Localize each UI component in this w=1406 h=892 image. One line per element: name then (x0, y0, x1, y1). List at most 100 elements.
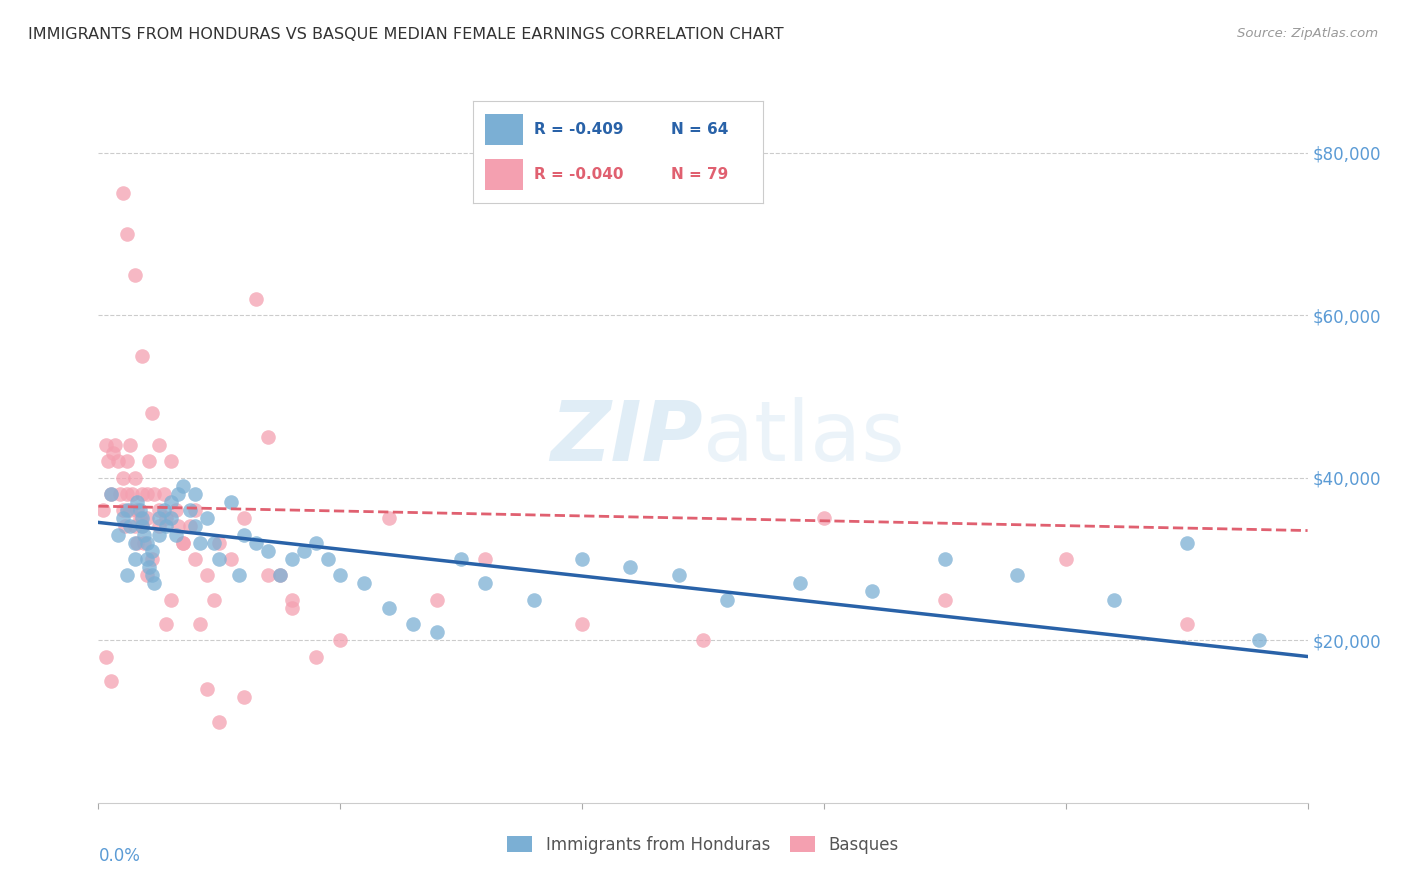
Point (107, 527, 129, 541)
Point (221, 552, 243, 566)
Point (124, 552, 146, 566)
Point (114, 519, 136, 533)
Point (143, 487, 166, 501)
Text: ZIP: ZIP (550, 397, 703, 477)
Point (160, 511, 183, 525)
Point (160, 592, 183, 607)
Legend: Immigrants from Honduras, Basques: Immigrants from Honduras, Basques (501, 829, 905, 860)
Point (1249, 633, 1271, 648)
Point (184, 503, 207, 517)
Point (195, 511, 218, 525)
Point (138, 560, 160, 574)
Point (100, 487, 122, 501)
Point (172, 479, 194, 493)
Point (256, 568, 278, 582)
Point (184, 487, 207, 501)
Point (135, 568, 157, 582)
Point (256, 544, 278, 558)
Point (172, 535, 194, 549)
Point (118, 438, 141, 452)
Point (377, 600, 399, 615)
Point (860, 584, 883, 599)
Point (292, 544, 315, 558)
Point (100, 673, 122, 688)
Point (117, 227, 139, 241)
Point (143, 576, 166, 591)
Point (131, 519, 153, 533)
Point (474, 552, 496, 566)
Point (269, 568, 291, 582)
Point (571, 617, 593, 632)
Point (148, 527, 170, 541)
Point (934, 552, 956, 566)
Point (107, 454, 129, 468)
Point (118, 519, 141, 533)
Point (117, 568, 139, 582)
Point (184, 552, 207, 566)
Point (135, 535, 157, 549)
Point (104, 438, 127, 452)
Point (269, 568, 291, 582)
Point (111, 471, 134, 485)
Point (155, 617, 177, 632)
Point (155, 511, 177, 525)
Point (1054, 552, 1077, 566)
Point (131, 519, 153, 533)
Point (813, 511, 835, 525)
Point (1175, 535, 1198, 549)
Point (165, 503, 187, 517)
Point (155, 519, 177, 533)
Point (474, 576, 496, 591)
Point (148, 438, 170, 452)
Point (117, 487, 139, 501)
Point (167, 487, 190, 501)
Point (789, 576, 811, 591)
Point (152, 487, 174, 501)
Text: atlas: atlas (703, 397, 904, 477)
Point (195, 568, 218, 582)
Point (111, 503, 134, 517)
Point (97, 454, 120, 468)
Point (1175, 617, 1198, 632)
Point (692, 633, 714, 648)
Point (118, 503, 141, 517)
Point (172, 535, 194, 549)
Point (100, 487, 122, 501)
Point (402, 617, 425, 632)
Point (450, 552, 472, 566)
Point (245, 535, 267, 549)
Point (134, 527, 156, 541)
Point (179, 503, 201, 517)
Point (135, 487, 157, 501)
Point (208, 714, 231, 729)
Point (668, 568, 690, 582)
Point (195, 681, 218, 696)
Point (128, 511, 150, 525)
Point (619, 560, 641, 574)
Point (141, 406, 163, 420)
Point (1007, 568, 1029, 582)
Point (934, 592, 956, 607)
Point (208, 535, 231, 549)
Point (121, 487, 143, 501)
Point (716, 592, 738, 607)
Point (188, 535, 211, 549)
Point (160, 454, 183, 468)
Point (232, 511, 254, 525)
Text: Source: ZipAtlas.com: Source: ZipAtlas.com (1237, 27, 1378, 40)
Point (101, 446, 124, 460)
Point (94, 649, 117, 664)
Point (131, 487, 153, 501)
Point (245, 292, 267, 306)
Point (179, 519, 201, 533)
Point (184, 519, 207, 533)
Point (329, 568, 352, 582)
Point (204, 535, 226, 549)
Point (91, 503, 114, 517)
Point (204, 592, 226, 607)
Point (117, 503, 139, 517)
Point (305, 649, 328, 664)
Point (571, 552, 593, 566)
Point (305, 535, 328, 549)
Point (111, 186, 134, 201)
